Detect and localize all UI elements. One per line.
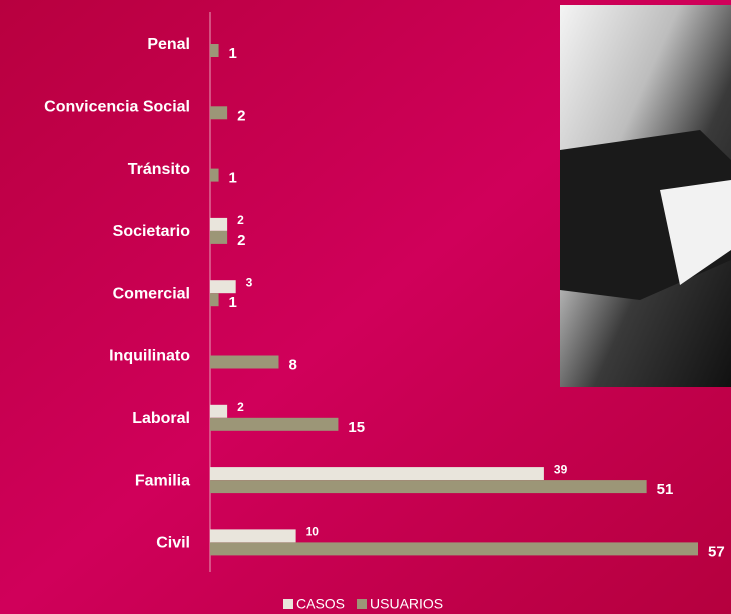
bar xyxy=(210,44,219,57)
legend-swatch xyxy=(283,599,293,609)
y-tick-label: Laboral xyxy=(132,410,190,427)
data-label: 51 xyxy=(657,481,674,498)
bar xyxy=(210,106,227,119)
bar xyxy=(210,293,219,306)
data-label: 1 xyxy=(229,45,237,62)
y-tick-label: Tránsito xyxy=(128,161,190,178)
bar xyxy=(210,280,236,293)
y-tick-label: Societario xyxy=(113,223,191,240)
bar xyxy=(210,529,296,542)
chart: Penal 1 Convicencia Social 2 Tránsito 1 Societ… xyxy=(0,0,731,614)
data-label: 2 xyxy=(237,400,244,414)
bar xyxy=(210,418,338,431)
photo xyxy=(560,5,731,387)
data-label: 10 xyxy=(306,525,320,539)
legend-label: USUARIOS xyxy=(370,596,443,612)
data-label: 1 xyxy=(229,294,237,311)
y-tick-label: Inquilinato xyxy=(109,348,190,365)
data-label: 39 xyxy=(554,462,568,476)
bar xyxy=(210,467,544,480)
y-tick-label: Penal xyxy=(147,36,190,53)
y-tick-label: Familia xyxy=(135,472,190,489)
data-label: 8 xyxy=(288,356,296,373)
bar xyxy=(210,231,227,244)
bar xyxy=(210,356,278,369)
bar xyxy=(210,480,647,493)
data-label: 2 xyxy=(237,107,245,124)
data-label: 3 xyxy=(246,275,253,289)
data-label: 57 xyxy=(708,543,725,560)
page: Penal 1 Convicencia Social 2 Tránsito 1 Societ… xyxy=(0,0,731,614)
data-label: 2 xyxy=(237,232,245,249)
y-tick-label: Civil xyxy=(156,535,190,552)
bar xyxy=(210,542,698,555)
y-tick-label: Comercial xyxy=(113,285,190,302)
data-label: 15 xyxy=(348,419,365,436)
bar xyxy=(210,405,227,418)
data-label: 1 xyxy=(229,170,237,187)
y-tick-label: Convicencia Social xyxy=(44,99,190,116)
bar xyxy=(210,218,227,231)
legend-label: CASOS xyxy=(296,596,345,612)
bar xyxy=(210,169,219,182)
data-label: 2 xyxy=(237,213,244,227)
legend-swatch xyxy=(357,599,367,609)
